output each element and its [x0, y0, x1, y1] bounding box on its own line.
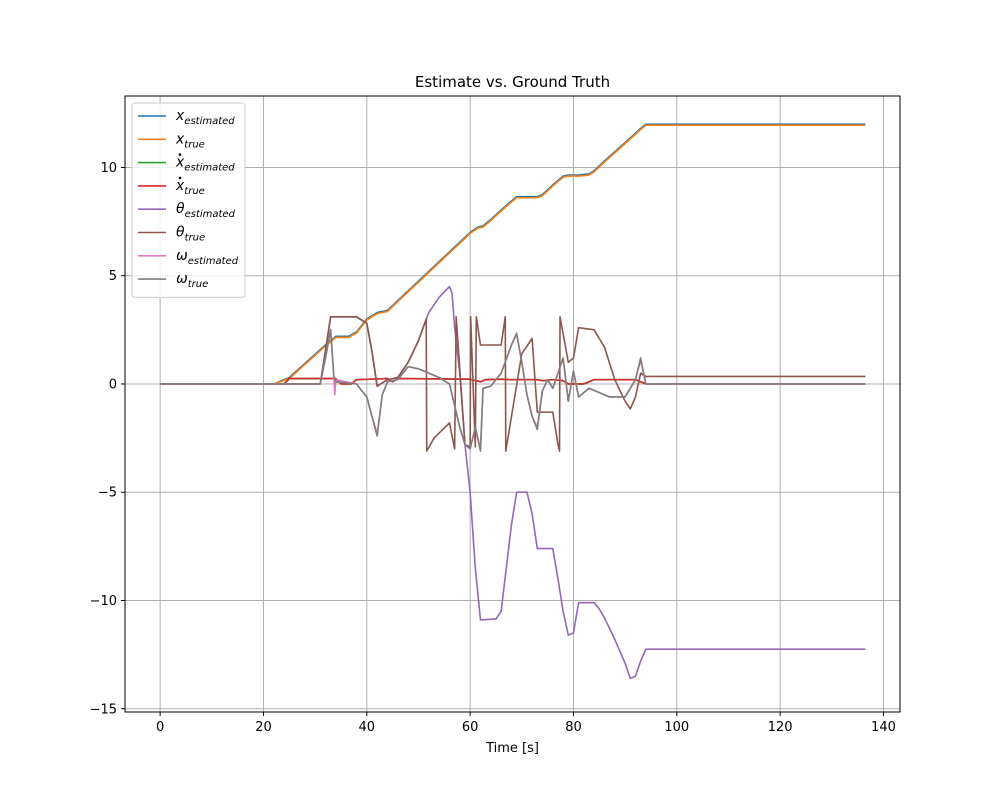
legend-label: θtrue — [176, 225, 205, 244]
legend-label: xestimated — [175, 155, 235, 174]
legend-item: xtrue — [138, 176, 205, 197]
legend-label: xestimated — [175, 108, 235, 127]
ticks: 0 20 40 60 80 100 120 140 −15 −10 −5 0 5 10 — [90, 161, 896, 735]
legend-derivative-dot — [178, 176, 182, 180]
x-tick-label: 60 — [462, 720, 479, 735]
y-tick-label: 5 — [109, 269, 117, 284]
legend-label: ωestimated — [176, 248, 239, 267]
series-line-omega-true — [160, 329, 866, 452]
series-line-x-estimated — [160, 123, 866, 385]
series-line-xdot-true — [160, 377, 866, 385]
legend-label: xtrue — [175, 178, 205, 197]
legend-label: xtrue — [175, 131, 205, 150]
x-tick-label: 100 — [664, 720, 689, 735]
legend-item: θestimated — [138, 201, 236, 220]
legend-item: xestimated — [138, 153, 235, 174]
y-tick-label: 10 — [100, 161, 117, 176]
y-tick-label: 0 — [109, 377, 117, 392]
x-tick-label: 20 — [255, 720, 272, 735]
legend-item: θtrue — [138, 225, 205, 244]
legend-label: θestimated — [176, 201, 236, 220]
x-tick-label: 140 — [871, 720, 896, 735]
legend-label: ωtrue — [176, 271, 208, 290]
series-line-theta-true — [160, 316, 866, 452]
x-tick-label: 0 — [156, 720, 164, 735]
axes-frame — [124, 95, 901, 713]
legend-item: xestimated — [138, 108, 235, 127]
y-tick-label: −10 — [90, 594, 117, 609]
legend-item: ωestimated — [138, 248, 239, 267]
series-group — [160, 123, 866, 680]
x-tick-label: 120 — [768, 720, 793, 735]
legend-box — [131, 102, 246, 298]
grid — [125, 96, 900, 712]
y-tick-label: −5 — [98, 486, 117, 501]
x-tick-label: 80 — [565, 720, 582, 735]
legend: xestimated xtrue xestimated xtrue θestimated… — [131, 102, 246, 298]
chart-title: Estimate vs. Ground Truth — [415, 73, 610, 91]
series-line-x-true — [160, 124, 866, 385]
legend-item: xtrue — [138, 131, 205, 150]
x-tick-label: 40 — [359, 720, 376, 735]
legend-item: ωtrue — [138, 271, 208, 290]
y-tick-label: −15 — [90, 702, 117, 717]
x-axis-label: Time [s] — [485, 741, 539, 756]
legend-derivative-dot — [178, 153, 182, 156]
